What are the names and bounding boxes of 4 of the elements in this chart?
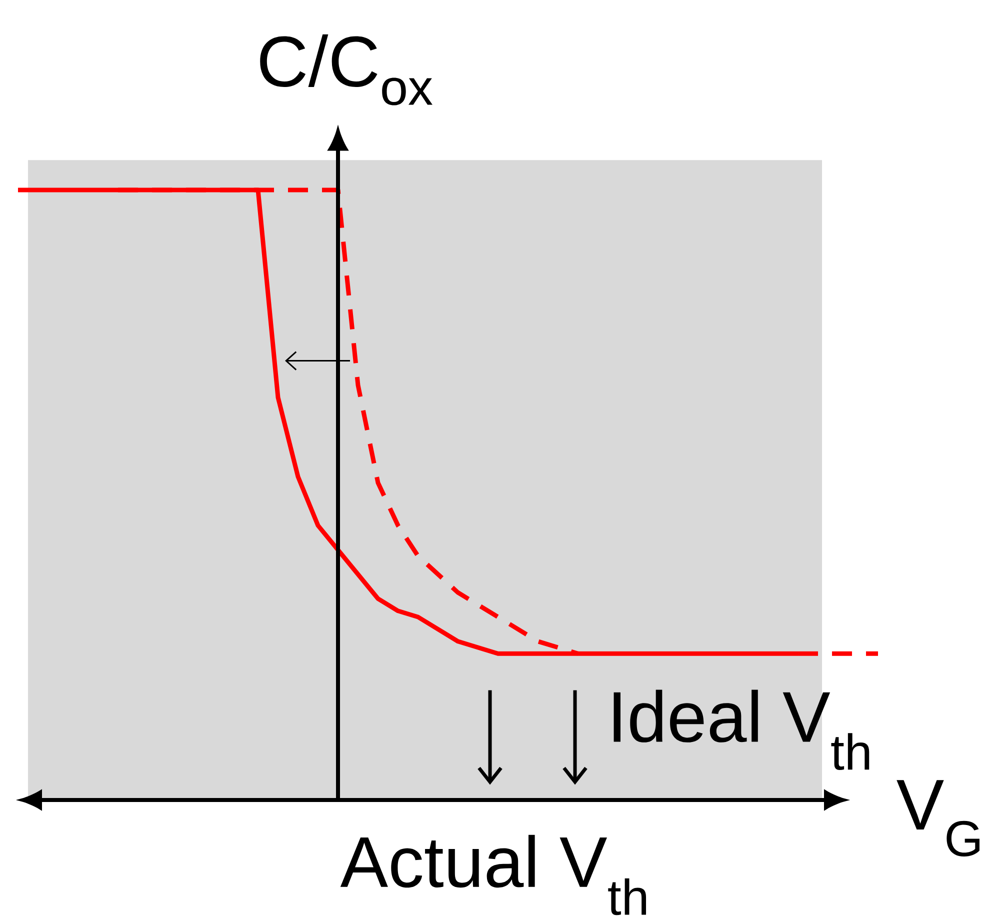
y-axis-title: C/C$_{ox}$ [260, 34, 432, 106]
text: Actual V$_{th}$ [340, 834, 646, 916]
annotation: Ideal V$_{th}$ [614, 690, 870, 770]
x-axis-title: V$_{G}$ [896, 780, 980, 856]
